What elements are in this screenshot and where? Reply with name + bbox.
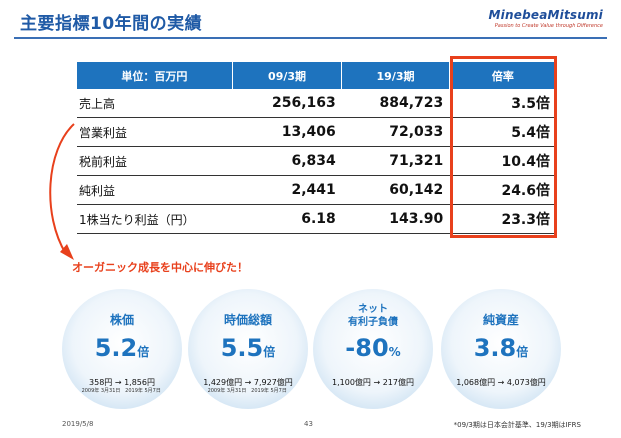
row-label: 1株当たり利益（円） (77, 204, 233, 234)
row-label: 純利益 (77, 175, 233, 205)
table-row: 純利益 2,441 60,142 24.6倍 (77, 175, 556, 205)
row-label: 営業利益 (77, 117, 233, 147)
cell-fy2009: 6,834 (232, 146, 342, 176)
market-cap-circle: 時価総額 5.5倍 1,429億円 → 7,927億円 2009年 3月31日 2… (188, 289, 308, 409)
curved-arrow-icon (49, 123, 75, 260)
page-title: 主要指標10年間の実績 (20, 14, 203, 34)
accounting-footnote: *09/3期は日本会計基準、19/3期はIFRS (453, 421, 581, 429)
net-assets-circle: 純資産 3.8倍 1,068億円 → 4,073億円 (441, 289, 561, 409)
header-multiple: 倍率 (449, 62, 556, 89)
company-logo: MinebeaMitsumi Passion to Create Value t… (489, 8, 603, 29)
logo-name: MinebeaMitsumi (488, 8, 603, 22)
header-unit: 単位：百万円 (77, 62, 233, 89)
net-debt-circle: ネット 有利子負債 -80% 1,100億円 → 217億円 (313, 289, 433, 409)
header-fy2009: 09/3期 (232, 62, 343, 89)
circle-value: 3.8倍 (473, 334, 529, 362)
cell-fy2019: 60,142 (341, 175, 450, 205)
logo-tagline: Passion to Create Value through Differen… (494, 23, 603, 29)
circle-label: 株価 (109, 313, 134, 327)
table-header-row: 単位：百万円 09/3期 19/3期 倍率 (77, 62, 556, 89)
circle-value: -80% (345, 334, 401, 362)
circle-label: 時価総額 (223, 313, 272, 327)
circle-value: 5.5倍 (220, 334, 276, 362)
cell-multiple: 3.5倍 (449, 89, 556, 118)
circle-detail: 1,429億円 → 7,927億円 (203, 378, 293, 387)
circle-dates: 2009年 3月31日 2019年 5月7日 (81, 388, 161, 394)
cell-fy2019: 72,033 (341, 117, 450, 147)
multiple-column-highlight (450, 56, 557, 238)
cell-fy2009: 6.18 (232, 204, 342, 234)
cell-fy2019: 143.90 (341, 204, 450, 234)
cell-multiple: 23.3倍 (449, 204, 556, 234)
row-label: 売上高 (77, 89, 233, 118)
footer-date: 2019/5/8 (62, 420, 94, 428)
cell-multiple: 24.6倍 (449, 175, 556, 205)
title-divider (14, 37, 607, 39)
circle-detail: 358円 → 1,856円 (89, 378, 155, 387)
cell-multiple: 10.4倍 (449, 146, 556, 176)
key-indicators-table: 単位：百万円 09/3期 19/3期 倍率 売上高 256,163 884,72… (77, 62, 556, 234)
circle-detail: 1,100億円 → 217億円 (332, 378, 414, 387)
stock-price-circle: 株価 5.2倍 358円 → 1,856円 2009年 3月31日 2019年 5… (62, 289, 182, 409)
cell-fy2009: 2,441 (232, 175, 342, 205)
cell-fy2009: 13,406 (232, 117, 342, 147)
table-row: 売上高 256,163 884,723 3.5倍 (77, 89, 556, 118)
circle-dates: 2009年 3月31日 2019年 5月7日 (207, 388, 287, 394)
table-row: 1株当たり利益（円） 6.18 143.90 23.3倍 (77, 204, 556, 234)
cell-fy2019: 884,723 (341, 89, 450, 118)
cell-multiple: 5.4倍 (449, 117, 556, 147)
circle-label: 純資産 (482, 313, 519, 327)
circle-value: 5.2倍 (94, 334, 150, 362)
circle-detail: 1,068億円 → 4,073億円 (456, 378, 546, 387)
circle-label: ネット 有利子負債 (348, 304, 398, 328)
growth-callout: オーガニック成長を中心に伸びた！ (72, 261, 248, 274)
cell-fy2009: 256,163 (232, 89, 342, 118)
cell-fy2019: 71,321 (341, 146, 450, 176)
table-row: 営業利益 13,406 72,033 5.4倍 (77, 117, 556, 147)
page-number: 43 (304, 420, 313, 428)
table-row: 税前利益 6,834 71,321 10.4倍 (77, 146, 556, 176)
header-fy2019: 19/3期 (341, 62, 450, 89)
row-label: 税前利益 (77, 146, 233, 176)
